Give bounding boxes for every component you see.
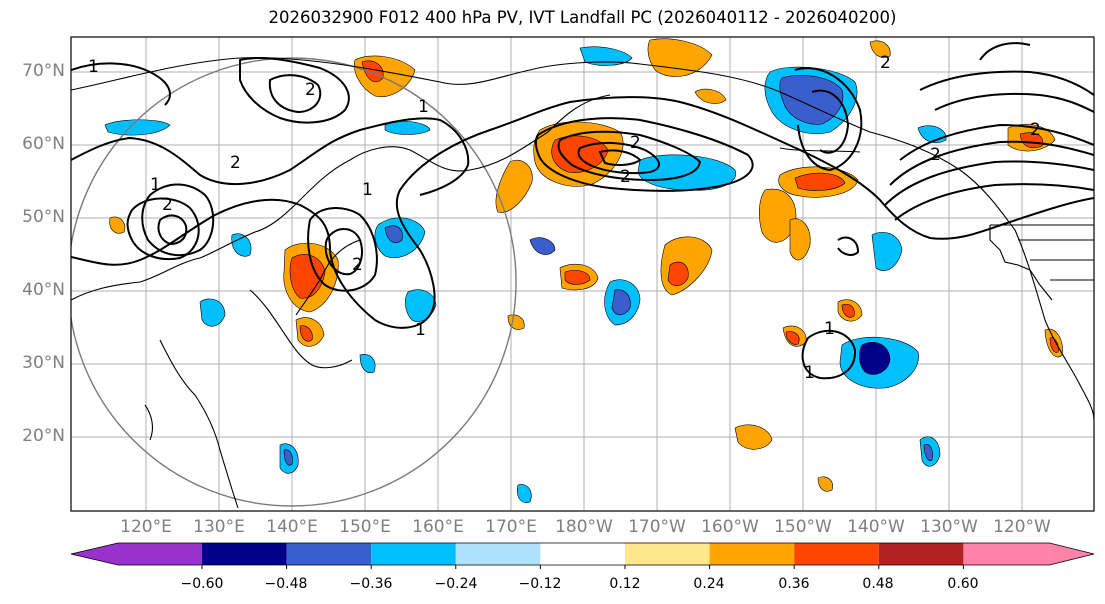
contour-label: 1 (362, 180, 373, 200)
colorbar-tick-label: −0.36 (349, 576, 393, 592)
lon-label: 180°W (555, 517, 613, 537)
contour-labels: 1 2 2 2 1 2 2 1 1 2 1 1 2 2 1 2 (88, 53, 1041, 383)
colorbar-segment (709, 543, 795, 565)
colorbar-segment (794, 543, 879, 565)
lon-label: 140°W (847, 517, 905, 537)
lon-label: 120°W (993, 517, 1051, 537)
pv-contours (71, 42, 1094, 380)
lon-label: 120°E (120, 517, 172, 537)
contour-label: 1 (88, 57, 99, 77)
contour-label: 2 (1030, 120, 1041, 140)
colorbar-tick-label: 0.36 (778, 576, 810, 592)
lat-label: 60°N (22, 134, 65, 154)
colorbar-tick-label: −0.24 (434, 576, 478, 592)
gridlines (71, 37, 1094, 511)
colorbar-segment (455, 543, 541, 565)
lon-label: 160°E (412, 517, 464, 537)
colorbar-tick-label: 0.60 (947, 576, 979, 592)
negative-anomaly (104, 46, 947, 503)
contour-label: 1 (415, 320, 426, 340)
lon-label: 170°E (485, 517, 537, 537)
lat-label: 50°N (22, 207, 65, 227)
contour-label: 2 (880, 53, 891, 73)
contour-label: 1 (418, 97, 429, 117)
lat-label: 40°N (22, 280, 65, 300)
colorbar-segment (625, 543, 710, 565)
lon-label: 150°E (339, 517, 391, 537)
lon-label: 170°W (628, 517, 686, 537)
lat-label: 70°N (22, 61, 65, 81)
colorbar-segment (202, 543, 287, 565)
colorbar-tick-label: −0.12 (518, 576, 562, 592)
contour-label: 1 (824, 319, 835, 339)
colorbar-segment (286, 543, 372, 565)
positive-anomaly (109, 38, 1063, 492)
colorbar-tick-label: −0.48 (264, 576, 308, 592)
contour-label: 2 (620, 167, 631, 187)
contour-label: 2 (305, 80, 316, 100)
coastlines (71, 57, 1094, 509)
colorbar-tick-label: 0.24 (693, 576, 725, 592)
lat-label: 20°N (22, 426, 65, 446)
contour-label: 1 (804, 363, 815, 383)
contour-label: 2 (230, 153, 241, 173)
colorbar-tick-label: 0.12 (609, 576, 641, 592)
map-title: 2026032900 F012 400 hPa PV, IVT Landfall… (268, 8, 897, 27)
contour-label: 2 (352, 255, 363, 275)
contour-label: 1 (150, 175, 161, 195)
colorbar-extend-max (1049, 543, 1094, 565)
lon-label: 150°W (774, 517, 832, 537)
lat-label: 30°N (22, 353, 65, 373)
colorbar-extend-min (71, 543, 118, 565)
colorbar-outline (70, 542, 1095, 566)
pv-shading (104, 38, 1063, 503)
lon-label: 160°W (701, 517, 759, 537)
colorbar-segment (371, 543, 456, 565)
range-circle (71, 57, 517, 507)
colorbar-segment (878, 543, 964, 565)
colorbar (70, 542, 1095, 569)
colorbar-segment (963, 543, 1050, 565)
colorbar-segment (540, 543, 625, 565)
map-frame (70, 36, 1095, 512)
lon-label: 140°E (266, 517, 318, 537)
contour-label: 2 (630, 133, 641, 153)
contour-label: 2 (162, 195, 173, 215)
lon-label: 130°E (193, 517, 245, 537)
colorbar-tick-label: −0.60 (180, 576, 224, 592)
contour-label: 2 (930, 145, 941, 165)
colorbar-segment (118, 543, 202, 565)
lon-label: 130°W (920, 517, 978, 537)
colorbar-tick-label: 0.48 (862, 576, 894, 592)
